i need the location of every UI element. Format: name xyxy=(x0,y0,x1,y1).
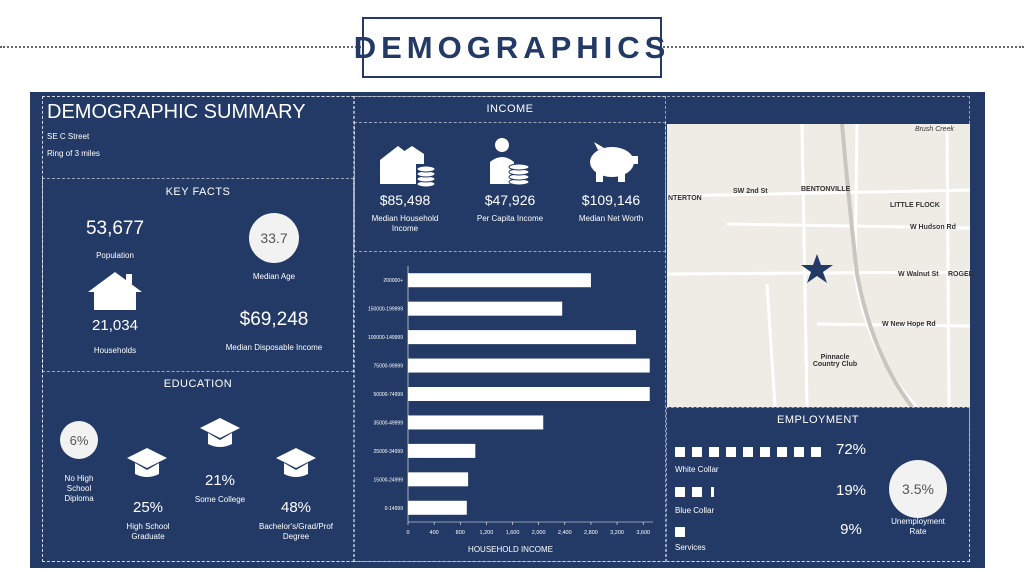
unemployment-circle: 3.5% xyxy=(889,460,947,518)
income-label: Median Net Worth xyxy=(578,214,644,223)
y-tick-label: 200000+ xyxy=(383,278,403,284)
fact-value: 21,034 xyxy=(92,317,138,334)
employment-frame xyxy=(666,407,970,562)
y-tick-label: 150000-199999 xyxy=(368,307,403,313)
address: SE C Street xyxy=(47,132,90,141)
bar xyxy=(408,387,650,401)
y-tick-label: 50000-74999 xyxy=(374,392,404,398)
edu-label: No High School Diploma xyxy=(64,474,94,503)
summary-title: DEMOGRAPHIC SUMMARY xyxy=(47,101,306,123)
employment-value: 9% xyxy=(840,521,862,538)
age-circle: 33.7 xyxy=(249,213,299,263)
section-title: EMPLOYMENT xyxy=(776,414,859,426)
x-tick-label: 0 xyxy=(406,530,409,536)
edu-circle: 6% xyxy=(60,421,98,459)
map-label: SW 2nd St xyxy=(733,188,768,195)
house-icon xyxy=(88,272,142,310)
x-axis-label: HOUSEHOLD INCOME xyxy=(468,545,553,554)
bar xyxy=(408,358,650,373)
map-label: W Walnut St xyxy=(898,271,939,278)
cap-icon xyxy=(276,448,316,477)
map-label: NTERTON xyxy=(668,195,702,202)
bar xyxy=(408,500,467,515)
y-tick-label: 15000-24999 xyxy=(374,477,404,483)
person-coins-icon xyxy=(490,138,530,186)
section-title: INCOME xyxy=(486,103,534,115)
map-label: BENTONVILLE xyxy=(801,186,851,193)
income-chart: 200000+ 150000-199999 100000-149999 75000-9… xyxy=(368,266,653,554)
header-box: DEMOGRAPHICS xyxy=(354,17,665,78)
x-tick-label: 2,800 xyxy=(584,530,598,536)
cap-icon xyxy=(200,418,240,447)
bar xyxy=(408,301,563,316)
x-tick-label: 2,000 xyxy=(532,530,546,536)
header-title: DEMOGRAPHICS xyxy=(353,29,671,65)
edu-value: 25% xyxy=(132,499,164,516)
bar xyxy=(408,330,637,345)
employment-label: White Collar xyxy=(675,465,719,474)
income-value: $47,926 xyxy=(484,192,536,208)
x-tick-label: 3,600 xyxy=(636,530,650,536)
edu-label: Some College xyxy=(194,495,246,504)
bar xyxy=(408,273,591,288)
employment-value: 19% xyxy=(835,482,867,499)
map-label: Pinnacle Country Club xyxy=(812,354,858,368)
white-collar-icons xyxy=(675,447,821,457)
edu-value: 48% xyxy=(280,499,312,516)
key-facts-frame xyxy=(42,178,354,372)
fact-value: 53,677 xyxy=(85,218,145,239)
unemployment-value: 3.5% xyxy=(902,481,934,497)
map-label: Brush Creek xyxy=(915,126,954,133)
fact-value: 33.7 xyxy=(260,230,288,246)
map-label: ROGER xyxy=(948,271,974,278)
fact-value: $69,248 xyxy=(239,309,309,330)
x-tick-label: 800 xyxy=(456,530,465,536)
edu-label: Bachelor's/Grad/Prof Degree xyxy=(258,522,333,541)
income-value: $109,146 xyxy=(581,192,641,208)
employment-label: Services xyxy=(675,543,706,552)
col-mid xyxy=(354,96,666,562)
employment-value: 72% xyxy=(835,441,867,458)
fact-label: Population xyxy=(96,251,134,260)
map-label: W New Hope Rd xyxy=(882,321,936,328)
bar xyxy=(408,415,544,430)
house-coins-icon xyxy=(380,146,436,188)
x-tick-label: 3,200 xyxy=(610,530,624,536)
edu-value: 6% xyxy=(69,432,89,448)
bar xyxy=(408,472,469,487)
income-value: $85,498 xyxy=(379,192,431,208)
x-tick-label: 2,400 xyxy=(558,530,572,536)
x-tick-label: 1,600 xyxy=(506,530,520,536)
income-label: Median Household Income xyxy=(371,214,439,233)
services-icon xyxy=(675,527,685,537)
piggy-icon xyxy=(590,142,638,182)
y-tick-label: 100000-149999 xyxy=(368,335,403,341)
fact-label: Median Disposable Income xyxy=(225,343,323,352)
ring: Ring of 3 miles xyxy=(47,149,100,158)
x-tick-label: 400 xyxy=(430,530,439,536)
employment-label: Blue Collar xyxy=(675,506,715,515)
y-tick-label: 75000-99999 xyxy=(374,364,404,370)
edu-value: 21% xyxy=(204,472,236,489)
bar xyxy=(408,443,476,458)
y-tick-label: 0-14999 xyxy=(385,506,404,512)
section-title: KEY FACTS xyxy=(165,186,231,198)
y-tick-label: 25000-34999 xyxy=(374,449,404,455)
fact-label: Households xyxy=(93,346,137,355)
y-tick-label: 35000-49999 xyxy=(374,420,404,426)
fact-label: Median Age xyxy=(252,272,296,281)
map-label: W Hudson Rd xyxy=(910,224,956,231)
blue-collar-icons xyxy=(675,487,714,497)
unemployment-label: Unemployment Rate xyxy=(891,517,945,536)
income-label: Per Capita Income xyxy=(476,214,544,223)
income-frame xyxy=(354,122,666,252)
map-label: LITTLE FLOCK xyxy=(890,202,940,209)
cap-icon xyxy=(127,448,167,477)
map xyxy=(667,124,970,407)
section-title: EDUCATION xyxy=(163,378,233,390)
x-tick-label: 1,200 xyxy=(480,530,494,536)
edu-label: High School Graduate xyxy=(126,522,170,541)
